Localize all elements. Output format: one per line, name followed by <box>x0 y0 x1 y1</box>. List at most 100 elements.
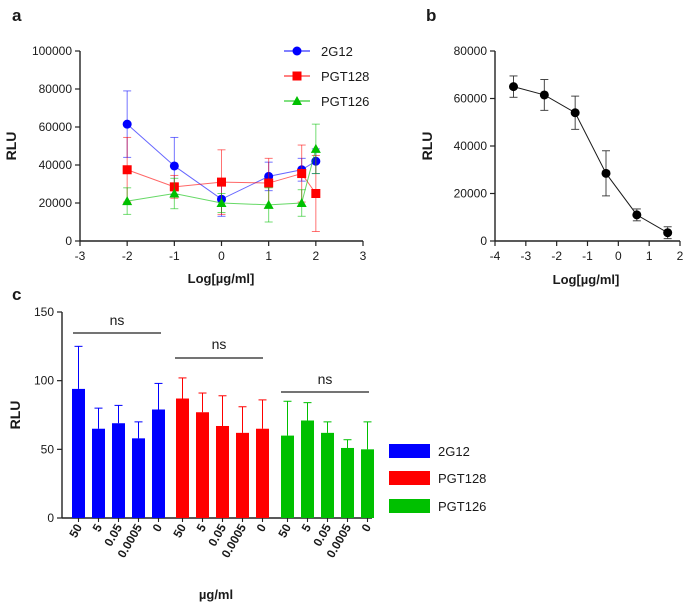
b-x-axis-label: Log[µg/ml] <box>553 272 620 287</box>
b-y-tick-label: 60000 <box>454 92 488 106</box>
panel-label-a: a <box>12 6 22 25</box>
b-point-series <box>601 168 611 178</box>
legend-marker-pgt128 <box>292 71 302 81</box>
a-point-pgt126 <box>310 143 321 153</box>
ns-label-2g12: ns <box>110 312 125 328</box>
a-point-pgt126 <box>263 199 274 209</box>
c-y-axis-label: RLU <box>7 401 23 430</box>
b-x-tick-label: -3 <box>520 249 531 263</box>
c-x-tick-label: 0 <box>150 521 166 534</box>
c-bar-2g12 <box>152 409 165 518</box>
c-x-tick-label: 5 <box>299 521 315 534</box>
legend-label-pgt128: PGT128 <box>321 69 369 84</box>
c-bar-pgt128 <box>256 428 269 518</box>
b-point-series <box>570 108 580 118</box>
c-bar-pgt128 <box>216 425 229 518</box>
b-point-series <box>509 82 518 92</box>
c-legend-label-pgt126: PGT126 <box>438 499 486 514</box>
a-point-pgt126 <box>122 196 133 206</box>
ns-label-pgt128: ns <box>212 336 227 352</box>
a-point-pgt126 <box>169 188 180 198</box>
legend-marker-pgt126 <box>292 96 302 105</box>
legend-label-2g12: 2G12 <box>321 44 353 59</box>
c-legend: 2G12 PGT128 PGT126 <box>389 444 486 514</box>
a-x-tick-label: 2 <box>312 249 319 263</box>
a-x-axis-label: Log[µg/ml] <box>188 271 255 286</box>
a-point-2g12 <box>169 161 179 171</box>
b-y-tick-label: 0 <box>480 234 487 248</box>
a-y-tick-label: 0 <box>65 234 72 248</box>
c-bar-pgt126 <box>321 432 334 518</box>
a-y-tick-label: 40000 <box>39 158 73 172</box>
b-x-tick-label: -4 <box>490 249 501 263</box>
b-x-tick-label: 0 <box>615 249 622 263</box>
a-y-tick-label: 100000 <box>32 44 72 58</box>
c-bar-pgt128 <box>196 412 209 518</box>
b-y-tick-label: 40000 <box>454 139 488 153</box>
b-y-tick-label: 80000 <box>454 44 488 58</box>
chart-a: 0 20000 40000 60000 80000 100000 -3 -2 -1 0 1 2 3 L… <box>3 44 369 286</box>
a-point-pgt128 <box>217 177 226 187</box>
b-x-tick-label: -2 <box>551 249 562 263</box>
c-x-tick-label: 0 <box>359 521 375 534</box>
c-bar-2g12 <box>112 423 125 518</box>
c-bar-pgt128 <box>176 398 189 518</box>
c-bar-pgt126 <box>301 420 314 518</box>
c-legend-label-pgt128: PGT128 <box>438 471 486 486</box>
c-bar-pgt126 <box>341 447 354 518</box>
chart-b: 0 20000 40000 60000 80000 -4 -3 -2 -1 0 1 2 Log[µg… <box>419 44 684 287</box>
b-x-tick-label: 1 <box>646 249 653 263</box>
c-bar-2g12 <box>92 428 105 518</box>
c-x-tick-label: 5 <box>90 521 106 534</box>
c-x-tick-label: 50 <box>170 521 189 540</box>
c-x-axis-label: µg/ml <box>199 587 233 602</box>
a-x-tick-label: 1 <box>265 249 272 263</box>
c-y-tick-label: 150 <box>34 305 54 319</box>
c-bar-2g12 <box>72 388 85 518</box>
legend-marker-2g12 <box>292 46 302 56</box>
legend-swatch-2g12 <box>389 444 430 458</box>
c-y-tick-label: 100 <box>34 374 54 388</box>
c-x-tick-label: 0 <box>254 521 270 534</box>
c-legend-label-2g12: 2G12 <box>438 444 470 459</box>
c-bar-pgt128 <box>236 432 249 518</box>
b-x-tick-label: -1 <box>582 249 593 263</box>
b-y-axis-label: RLU <box>419 132 435 161</box>
a-y-tick-label: 20000 <box>39 196 73 210</box>
c-x-tick-label: 5 <box>194 521 210 534</box>
a-x-tick-label: -2 <box>122 249 133 263</box>
a-y-tick-label: 60000 <box>39 120 73 134</box>
c-bar-2g12 <box>132 438 145 518</box>
a-point-pgt128 <box>122 165 132 175</box>
a-point-pgt126 <box>296 198 307 207</box>
c-y-tick-label: 0 <box>47 511 54 525</box>
a-y-tick-label: 80000 <box>39 82 73 96</box>
legend-swatch-pgt128 <box>389 471 430 485</box>
b-line-series <box>513 86 668 234</box>
panel-label-b: b <box>426 6 436 25</box>
a-line-pgt126 <box>127 148 317 206</box>
a-point-pgt128 <box>297 169 307 179</box>
b-y-tick-label: 20000 <box>454 187 488 201</box>
c-x-tick-label: 50 <box>66 521 85 540</box>
a-point-pgt126 <box>216 198 227 207</box>
legend-label-pgt126: PGT126 <box>321 94 369 109</box>
c-bar-pgt126 <box>361 449 374 518</box>
a-x-tick-label: -3 <box>75 249 86 263</box>
b-point-series <box>632 210 642 220</box>
c-y-tick-label: 50 <box>41 442 55 456</box>
a-point-pgt128 <box>311 189 321 198</box>
a-y-axis-label: RLU <box>3 132 19 161</box>
b-point-series <box>663 228 673 238</box>
legend-swatch-pgt126 <box>389 499 430 513</box>
a-x-tick-label: 3 <box>360 249 367 263</box>
c-x-tick-label: 50 <box>275 521 294 540</box>
c-bar-pgt126 <box>281 435 294 518</box>
b-point-series <box>539 90 549 100</box>
a-point-pgt128 <box>264 178 274 188</box>
panel-label-c: c <box>12 285 21 304</box>
ns-label-pgt126: ns <box>318 371 333 387</box>
b-x-tick-label: 2 <box>677 249 684 263</box>
